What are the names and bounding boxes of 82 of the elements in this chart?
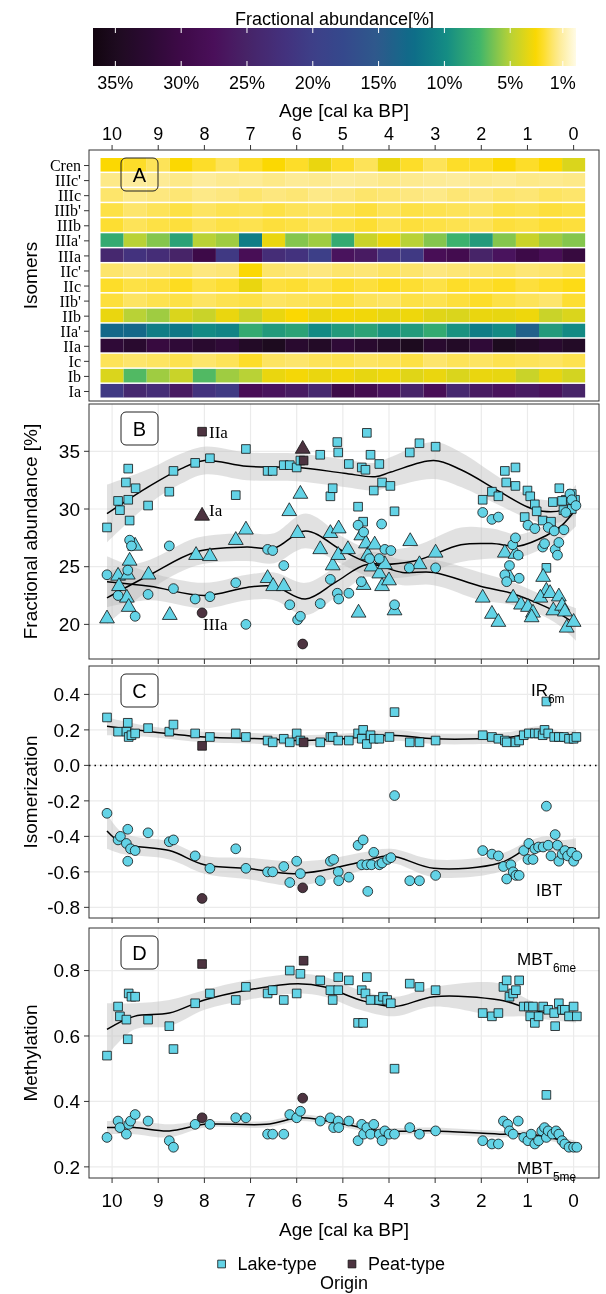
x-tick-label: 6 <box>291 1190 302 1211</box>
legend-title: Origin <box>319 1273 369 1293</box>
y-tick-label: 30 <box>58 498 80 520</box>
color-bar-label: 20% <box>294 73 331 93</box>
x-tick-label: 9 <box>152 1190 164 1211</box>
annotation: B <box>132 418 147 440</box>
y-axis-title: Isomers <box>19 241 41 310</box>
x-tick-label: 2 <box>476 124 487 144</box>
x-tick-label: 9 <box>153 124 164 144</box>
x-tick-label: 4 <box>383 1190 395 1211</box>
y-tick-label: -0.4 <box>47 826 81 848</box>
color-bar-label: 1% <box>549 73 576 93</box>
y-tick-label: IIb' <box>59 292 82 310</box>
y-tick-label: 0.8 <box>53 960 80 982</box>
y-tick-label: IIa' <box>60 322 82 340</box>
y-tick-label: 0.2 <box>53 1156 80 1178</box>
y-tick-label: 0.2 <box>53 719 80 741</box>
y-tick-label: IIb <box>62 307 81 325</box>
color-bar-label: 15% <box>360 73 397 93</box>
x-tick-label: 1 <box>522 124 533 144</box>
y-tick-label: IIIb' <box>54 202 82 220</box>
x-tick-label: 8 <box>199 1190 210 1211</box>
y-tick-label: 20 <box>58 614 80 636</box>
annotation: MBT$_{6me}$ <box>517 949 577 975</box>
color-bar-label: 35% <box>97 73 134 93</box>
y-axis-title: Methylation <box>19 1004 41 1102</box>
x-tick-label: 3 <box>429 1190 441 1211</box>
y-tick-label: -0.6 <box>47 861 80 883</box>
y-tick-label: 0.0 <box>53 755 80 777</box>
y-tick-label: 25 <box>58 556 80 578</box>
color-bar-label: 25% <box>228 73 265 93</box>
x-tick-label: 10 <box>102 124 123 144</box>
y-tick-label: 0.4 <box>53 684 81 706</box>
annotation: IR$_{6m}$ <box>531 680 565 706</box>
y-tick-label: -0.2 <box>47 790 80 812</box>
x-tick-label: 10 <box>101 1190 123 1211</box>
x-tick-label: 0 <box>568 124 579 144</box>
y-tick-label: Ib <box>67 368 81 386</box>
y-tick-label: IIc' <box>60 262 82 280</box>
y-tick-label: IIc <box>63 277 81 295</box>
x-tick-label: 5 <box>337 124 348 144</box>
x-tick-label: 7 <box>245 1190 256 1211</box>
y-tick-label: IIIb <box>57 217 81 235</box>
x-axis-title: Age [cal ka BP] <box>279 1219 409 1240</box>
annotation: IIIa <box>203 614 228 634</box>
annotation: MBT$_{5me}$ <box>517 1158 577 1184</box>
legend-label: Lake-type <box>237 1254 317 1275</box>
annotation: IIa <box>209 422 229 442</box>
x-tick-label: 4 <box>383 124 395 144</box>
y-tick-label: IIa <box>63 337 81 355</box>
x-tick-label: 2 <box>476 1190 487 1211</box>
y-tick-label: IIIa' <box>55 232 82 250</box>
annotation: C <box>132 680 147 702</box>
y-tick-label: IIIa <box>57 247 81 265</box>
y-tick-label: IIIc' <box>55 172 82 190</box>
y-axis-title: Fractional abundance [%] <box>19 423 41 640</box>
annotation: Ia <box>209 500 223 520</box>
y-tick-label: 0.6 <box>53 1025 80 1047</box>
legend-label: Peat-type <box>368 1254 446 1275</box>
color-bar-title: Fractional abundance[%] <box>234 9 435 29</box>
y-tick-label: Ic <box>68 352 81 370</box>
color-bar-label: 5% <box>497 73 524 93</box>
y-tick-label: 35 <box>58 440 80 462</box>
annotation: A <box>132 164 147 186</box>
x-tick-label: 5 <box>337 1190 349 1211</box>
x-tick-label: 0 <box>568 1190 579 1211</box>
y-tick-label: 0.4 <box>53 1091 81 1113</box>
annotation: D <box>132 942 147 964</box>
x-tick-label: 8 <box>199 124 210 144</box>
x-axis-title: Age [cal ka BP] <box>279 100 409 121</box>
color-bar-label: 30% <box>163 73 200 93</box>
y-tick-label: Ia <box>68 383 81 401</box>
x-tick-label: 1 <box>522 1190 533 1211</box>
y-tick-label: Cren <box>49 157 81 175</box>
y-tick-label: IIIc <box>57 187 81 205</box>
color-bar-label: 10% <box>426 73 463 93</box>
y-tick-label: -0.8 <box>47 897 80 918</box>
x-tick-label: 3 <box>430 124 441 144</box>
y-axis-title: Isomerization <box>19 735 41 849</box>
x-tick-label: 6 <box>291 124 302 144</box>
annotation: IBT <box>536 880 563 900</box>
x-tick-label: 7 <box>245 124 256 144</box>
